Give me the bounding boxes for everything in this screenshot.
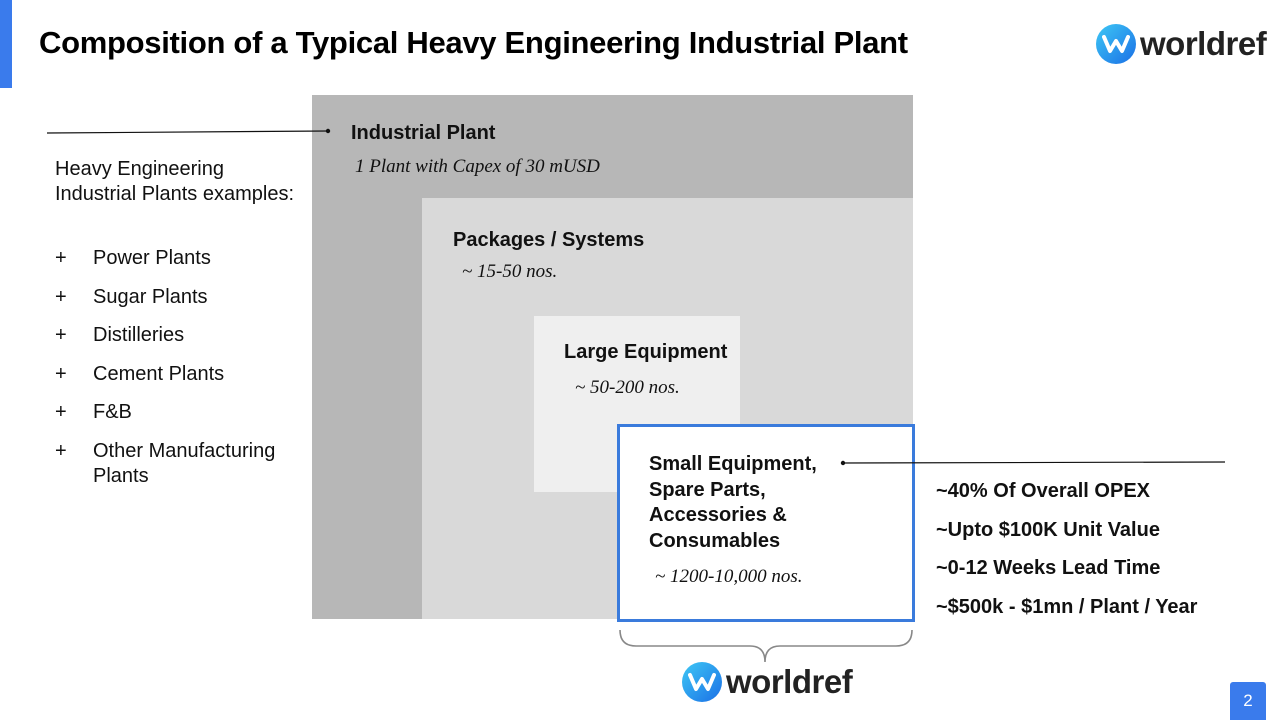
plus-icon: + — [55, 362, 67, 385]
plus-icon: + — [55, 247, 67, 269]
brace-icon — [619, 629, 913, 663]
examples-intro: Heavy Engineering Industrial Plants exam… — [55, 158, 295, 205]
logo-text: worldref — [726, 663, 853, 700]
stat-unit-value: ~Upto $100K Unit Value — [936, 518, 1160, 541]
large-equipment-title: Large Equipment — [564, 341, 728, 363]
packages-systems-subtitle: ~ 15-50 nos. — [462, 261, 558, 282]
logo-text: worldref — [1140, 25, 1267, 62]
worldref-logo-icon — [682, 662, 722, 702]
page-number-badge: 2 — [1230, 682, 1266, 720]
plus-icon: + — [55, 401, 67, 423]
large-equipment-subtitle: ~ 50-200 nos. — [575, 377, 680, 398]
plus-icon: + — [55, 439, 67, 462]
stat-opex: ~40% Of Overall OPEX — [936, 480, 1150, 502]
examples-list: + Power Plants + Sugar Plants + Distillerie… — [55, 246, 303, 502]
packages-systems-title: Packages / Systems — [453, 229, 645, 251]
small-equipment-box — [617, 424, 915, 622]
worldref-logo-icon — [1096, 24, 1136, 64]
stat-lead-time: ~0-12 Weeks Lead Time — [936, 557, 1161, 579]
stat-annual-spend: ~$500k - $1mn / Plant / Year — [936, 595, 1198, 618]
left-connector-line — [46, 130, 329, 134]
page-title: Composition of a Typical Heavy Engineeri… — [39, 25, 908, 60]
list-item: + Cement Plants — [55, 362, 225, 385]
small-equipment-title: Small Equipment, Spare Parts, Accessorie… — [649, 453, 817, 552]
worldref-logo-top: worldref — [1096, 24, 1267, 64]
small-equipment-subtitle: ~ 1200-10,000 nos. — [655, 566, 803, 587]
list-item: + Sugar Plants — [55, 285, 208, 308]
list-item: + Power Plants — [55, 247, 211, 269]
list-item: + Distilleries — [55, 324, 185, 346]
small-equipment-stats: ~40% Of Overall OPEX ~Upto $100K Unit Va… — [936, 479, 1197, 633]
list-item: + F&B — [55, 401, 132, 423]
worldref-logo-bottom: worldref — [682, 662, 853, 702]
industrial-plant-title: Industrial Plant — [351, 122, 496, 144]
industrial-plant-subtitle: 1 Plant with Capex of 30 mUSD — [355, 156, 600, 177]
plus-icon: + — [55, 285, 67, 308]
list-item: + Other Manufacturing Plants — [55, 439, 276, 487]
accent-bar — [0, 0, 12, 88]
plus-icon: + — [55, 324, 67, 346]
